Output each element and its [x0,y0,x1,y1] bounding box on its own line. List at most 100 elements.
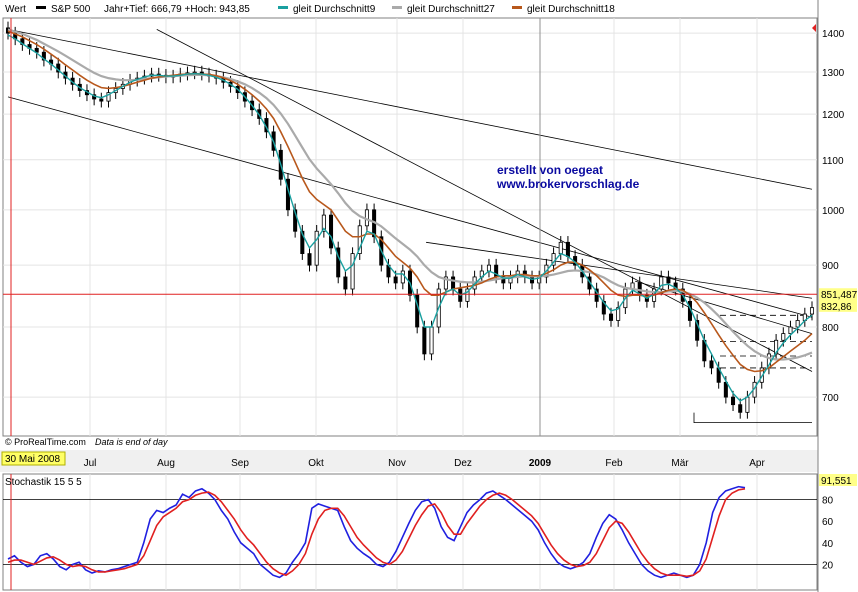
y-tick-label: 1200 [822,110,845,121]
x-tick-label: Feb [605,458,623,469]
candle-body [400,270,405,284]
y-tick-label: 700 [822,393,839,404]
candle-body [321,214,326,232]
candle-body [357,225,362,255]
y-tick-label: 1000 [822,206,845,217]
x-tick-labels: Jul Aug Sep Okt Nov Dez 2009 Feb Mär Apr [84,458,766,469]
candle-body [723,381,728,398]
x-tick-label: Mär [671,458,689,469]
x-axis-strip [0,450,858,472]
legend-item-ma18: gleit Durchschnitt18 [527,4,615,15]
stochastic-title: Stochastik 15 5 5 [5,477,82,488]
x-tick-label: Apr [749,458,765,469]
candle-body [486,264,491,272]
y-tick-label: 1400 [822,29,845,40]
candle-body [795,320,800,328]
candle-body [307,253,312,266]
x-tick-label: Nov [388,458,406,469]
x-tick-label: 2009 [529,458,552,469]
candle-body [731,396,736,406]
candle-body [350,253,355,290]
price-label-box-2 [819,299,857,312]
trend-line [426,241,813,299]
legend-swatch-sp500 [36,6,46,9]
candle-body [422,326,427,355]
start-date-label: 30 Mai 2008 [5,454,60,465]
candle-body [343,276,348,290]
low-box [693,412,812,424]
candle-body [558,241,563,255]
candle-body [695,320,700,341]
candle-body [314,230,319,266]
candle-body [329,214,334,249]
trend-lines [7,29,813,424]
candle-body [106,92,111,102]
y-tick-label: 1300 [822,68,845,79]
annotation-line-2: www.brokervorschlag.de [496,177,640,191]
legend-item-ma27: gleit Durchschnitt27 [407,4,495,15]
price-label-box-1 [819,288,857,301]
candle-body [443,276,448,290]
candle-body [709,360,714,369]
stoch-tick-label: 20 [822,560,834,571]
stoch-tick-label: 80 [822,496,834,507]
price-label-1: 851,487 [821,290,858,301]
annotation-line-1: erstellt von oegeat [497,163,603,177]
legend-item-range: Jahr+Tief: 666,79 +Hoch: 943,85 [104,4,250,15]
candle-body [738,404,743,413]
candle-body [99,98,104,102]
x-tick-label: Jul [84,458,97,469]
footer-brand: © ProRealTime.com [5,437,86,447]
candle-body [659,276,664,290]
legend-swatch-ma27 [392,6,402,9]
legend-wert-label: Wert [5,4,26,15]
stoch-series-K [7,485,746,579]
ma9-line [7,34,813,402]
moving-average-lines [7,28,813,402]
footer-note: Data is end of day [95,437,168,447]
candle-body [429,326,434,355]
candle-body [608,313,614,321]
start-date-box [1,451,66,466]
candle-body [565,241,570,257]
legend-item-sp500: S&P 500 [51,4,91,15]
price-label-2: 832,86 [821,302,852,313]
trend-line [156,29,813,372]
stochastic-tick-labels: 80 60 40 20 [822,496,834,572]
candle-body [745,396,750,413]
candle-body [336,247,341,278]
candle-body [788,326,793,334]
legend-item-ma9: gleit Durchschnitt9 [293,4,376,15]
price-panel [2,17,818,437]
top-arrow-icon [812,24,816,32]
y-tick-labels: 1400 1300 1200 1100 1000 900 800 700 [822,29,845,404]
y-tick-label: 800 [822,323,839,334]
x-tick-label: Dez [454,458,472,469]
x-tick-label: Aug [157,458,175,469]
y-tick-label: 900 [822,261,839,272]
legend-swatch-ma18 [512,6,522,9]
legend-swatch-ma9 [278,6,288,9]
legend: Wert S&P 500 Jahr+Tief: 666,79 +Hoch: 94… [5,4,615,15]
candle-body [293,209,298,232]
candle-body [41,51,46,61]
stoch-series-D [7,488,746,578]
trend-line [7,29,813,190]
candle-body [616,307,621,321]
candle-body [601,300,606,315]
candle-body [809,307,815,315]
stoch-value-box [819,474,857,486]
stochastic-panel [2,473,818,591]
candle-body [781,333,786,341]
stoch-value-label: 91,551 [821,476,852,487]
candle-body [393,276,398,284]
stoch-tick-label: 60 [822,517,834,528]
stochastic-lines [3,485,817,579]
trend-line [7,96,813,318]
candle-body [501,276,506,284]
candle-body [666,276,671,284]
candle-body [465,288,470,302]
candle-body [451,276,456,290]
candle-body [300,230,305,255]
